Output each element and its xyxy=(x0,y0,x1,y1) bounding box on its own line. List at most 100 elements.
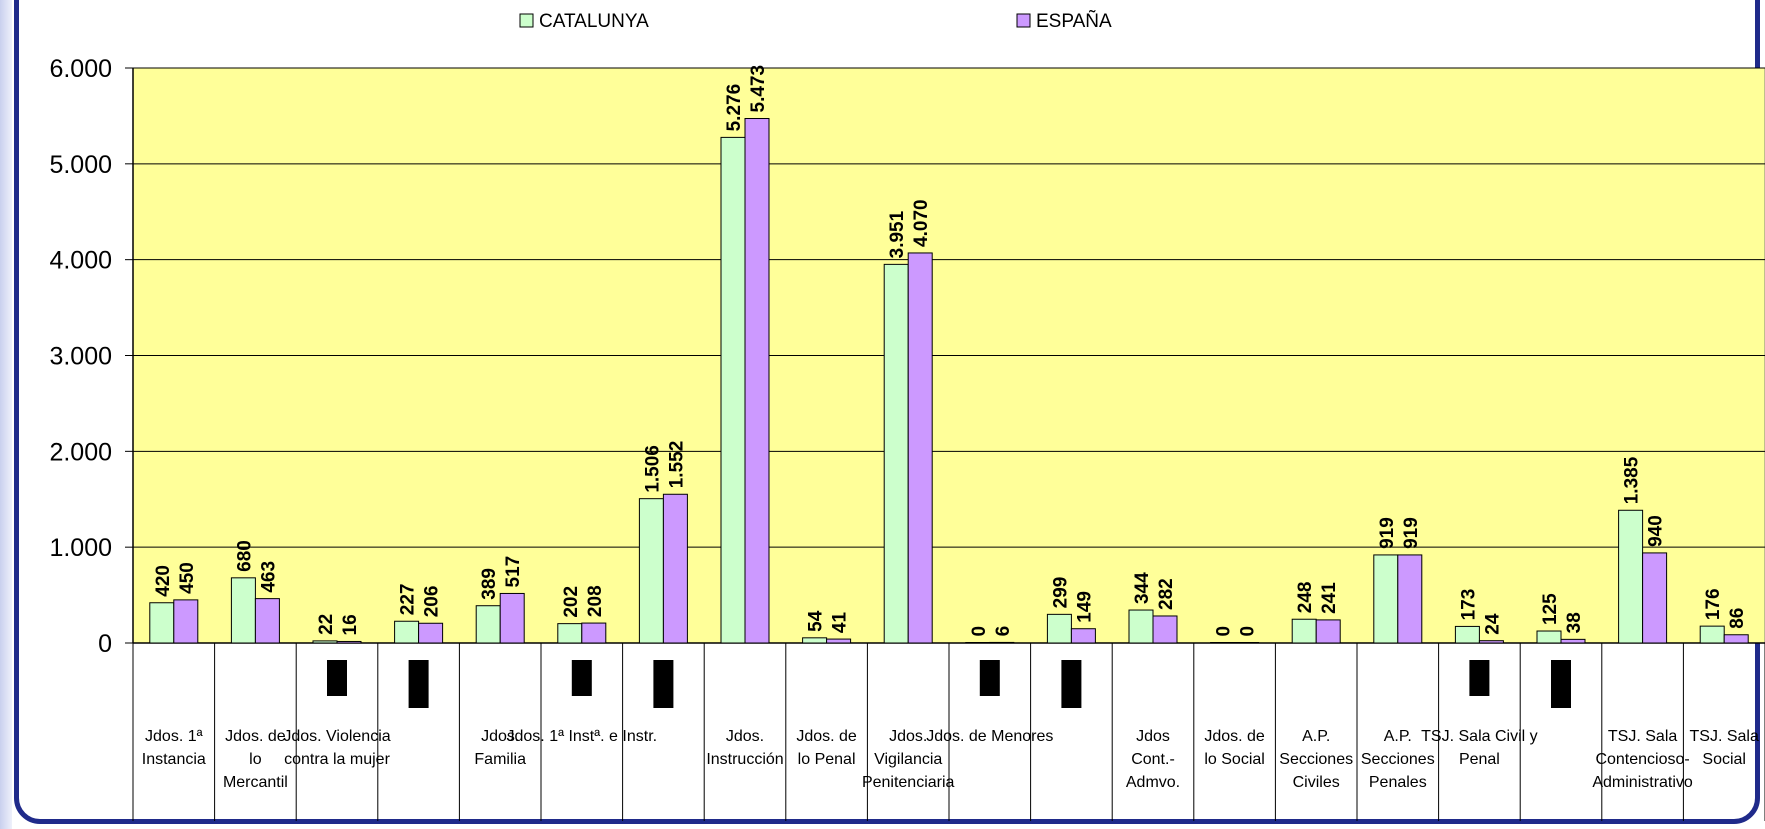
legend-label-espana: ESPAÑA xyxy=(1036,10,1112,32)
bar-catalunya xyxy=(965,642,991,644)
data-label: 202 xyxy=(561,586,582,618)
category-label: Instrucción xyxy=(706,751,783,768)
category-label: Administrativo xyxy=(1592,774,1693,791)
data-label: 5.276 xyxy=(724,84,745,132)
data-label: 680 xyxy=(234,540,255,572)
category-label: Jdos. de xyxy=(796,728,857,745)
bar-catalunya xyxy=(1046,613,1072,644)
data-label: 919 xyxy=(1401,517,1422,549)
bar-espana xyxy=(1642,552,1668,644)
bar-catalunya xyxy=(1210,642,1236,644)
bar-espana xyxy=(662,493,688,644)
bar-espana xyxy=(1397,554,1423,644)
y-tick-label: 0 xyxy=(98,630,112,658)
y-tick-label: 4.000 xyxy=(49,247,112,275)
bar-catalunya xyxy=(638,498,664,644)
bar-espana xyxy=(1723,634,1749,644)
data-label: 241 xyxy=(1319,582,1340,614)
data-label: 344 xyxy=(1132,572,1153,604)
category-label: Secciones xyxy=(1361,751,1435,768)
left-border-strip xyxy=(0,0,12,829)
data-label: 176 xyxy=(1703,588,1724,620)
data-label: 248 xyxy=(1295,582,1316,614)
bar-espana xyxy=(1234,642,1260,644)
data-label: 22 xyxy=(316,614,337,635)
bar-espana xyxy=(907,252,933,644)
data-label: 1.385 xyxy=(1622,456,1643,504)
bar-catalunya xyxy=(720,136,746,644)
category-label: Jdos. de xyxy=(1204,728,1265,745)
data-label: 1.552 xyxy=(666,441,687,489)
data-label: 4.070 xyxy=(911,199,932,247)
data-label: 0 xyxy=(1238,626,1259,637)
category-label: Contencioso- xyxy=(1595,751,1689,768)
category-label: Secciones xyxy=(1279,751,1353,768)
category-label: Penales xyxy=(1369,774,1427,791)
data-label: 125 xyxy=(1540,593,1561,625)
bar-espana xyxy=(499,592,525,644)
data-label: 3.951 xyxy=(887,210,908,258)
category-label: Jdos. xyxy=(481,728,519,745)
data-label: 299 xyxy=(1050,577,1071,609)
data-label: 420 xyxy=(153,565,174,597)
data-label: 54 xyxy=(806,610,827,632)
data-label: 450 xyxy=(177,562,198,594)
category-label: Jdos. 1ª xyxy=(145,728,203,745)
data-label: 173 xyxy=(1458,589,1479,621)
data-label: 0 xyxy=(969,626,990,637)
bar-espana xyxy=(989,641,1015,644)
category-label: Jdos. xyxy=(889,728,927,745)
data-label: 919 xyxy=(1377,517,1398,549)
category-label: Vigilancia xyxy=(874,751,942,768)
bar-catalunya xyxy=(1699,625,1725,644)
category-label: Jdos. 1ª Instª. e Instr. xyxy=(507,728,658,745)
bar-espana xyxy=(1478,640,1504,644)
bar-catalunya xyxy=(802,637,828,644)
bar-espana xyxy=(173,599,199,644)
category-label: Instancia xyxy=(142,751,206,768)
category-label: Jdos. Violencia xyxy=(283,728,390,745)
category-marker xyxy=(979,660,1000,696)
category-label: Cont.- xyxy=(1131,751,1175,768)
category-label: lo Penal xyxy=(798,751,856,768)
category-marker xyxy=(653,660,674,708)
bar-espana xyxy=(1560,638,1586,644)
data-label: 0 xyxy=(1214,626,1235,637)
category-label: Admvo. xyxy=(1126,774,1180,791)
bar-espana xyxy=(1152,615,1178,644)
data-label: 86 xyxy=(1727,608,1748,629)
category-marker xyxy=(408,660,429,708)
data-label: 1.506 xyxy=(642,445,663,493)
category-label: Familia xyxy=(474,751,526,768)
category-marker xyxy=(1551,660,1571,708)
data-label: 41 xyxy=(830,612,851,634)
category-label: Jdos. de xyxy=(225,728,286,745)
y-tick-label: 3.000 xyxy=(49,343,112,371)
category-label: Jdos. xyxy=(726,728,764,745)
bar-espana xyxy=(336,640,362,644)
bar-espana xyxy=(1070,628,1096,644)
y-tick-label: 5.000 xyxy=(49,151,112,179)
category-label: Penitenciaria xyxy=(862,774,955,791)
category-marker xyxy=(327,660,347,696)
bar-espana xyxy=(1315,619,1341,644)
bar-espana xyxy=(826,638,852,644)
category-label: TSJ. Sala Civil y xyxy=(1421,728,1537,745)
bar-espana xyxy=(744,118,770,644)
bar-catalunya xyxy=(230,577,256,644)
bar-catalunya xyxy=(475,605,501,644)
legend-swatch-catalunya xyxy=(519,13,534,28)
data-label: 24 xyxy=(1482,613,1503,635)
category-marker xyxy=(1061,660,1082,708)
bar-catalunya xyxy=(557,623,583,644)
legend-swatch-espana xyxy=(1016,13,1031,28)
category-label: Social xyxy=(1702,751,1746,768)
data-label: 206 xyxy=(422,586,443,618)
bar-catalunya xyxy=(1373,554,1399,644)
category-label: TSJ. Sala xyxy=(1608,728,1677,745)
category-label: lo xyxy=(249,751,262,768)
data-label: 463 xyxy=(258,561,279,593)
category-marker xyxy=(571,660,592,696)
